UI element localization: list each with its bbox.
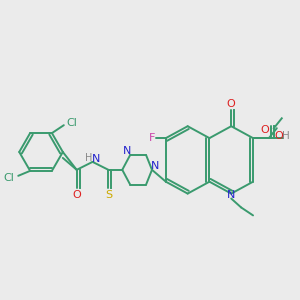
- Text: O: O: [261, 125, 269, 135]
- Text: O: O: [227, 99, 236, 110]
- Text: F: F: [149, 133, 155, 143]
- Text: Cl: Cl: [3, 173, 14, 183]
- Text: N: N: [123, 146, 131, 156]
- Text: O: O: [72, 190, 81, 200]
- Text: N: N: [227, 190, 236, 200]
- Text: N: N: [151, 161, 159, 171]
- Text: O: O: [274, 131, 283, 141]
- Text: H: H: [85, 153, 92, 163]
- Text: Cl: Cl: [66, 118, 77, 128]
- Text: S: S: [105, 190, 112, 200]
- Text: N: N: [92, 154, 101, 164]
- Text: H: H: [282, 131, 290, 141]
